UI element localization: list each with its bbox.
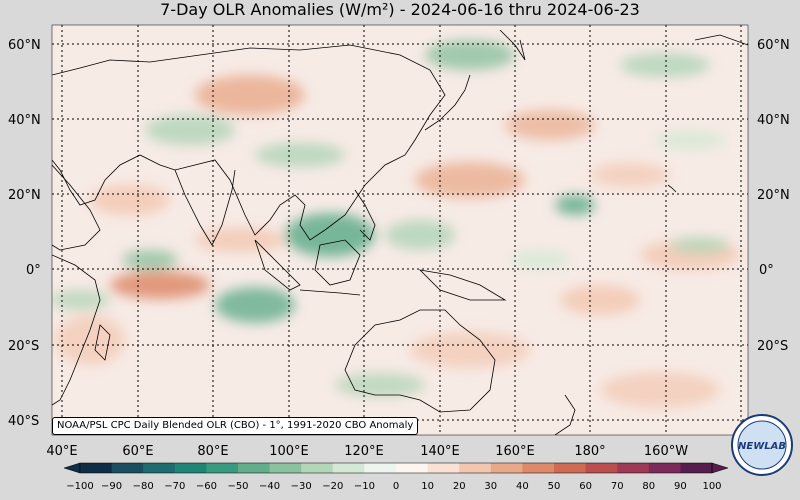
lat-label: 20°N xyxy=(8,188,41,203)
lon-label: 100°E xyxy=(269,444,309,459)
colorbar-tick-label: −70 xyxy=(164,481,185,492)
graticule xyxy=(52,25,748,435)
colorbar-bin xyxy=(396,463,429,473)
lat-label: 60°N xyxy=(757,38,790,53)
lat-label: 20°S xyxy=(8,339,39,354)
colorbar-bin xyxy=(238,463,271,473)
lat-label: 60°N xyxy=(8,38,41,53)
colorbar-bin xyxy=(648,463,681,473)
lat-label: 40°N xyxy=(757,113,790,128)
map-frame xyxy=(51,24,749,436)
lon-label: 160°E xyxy=(495,444,535,459)
lat-label: 20°N xyxy=(757,188,790,203)
colorbar-min-arrow xyxy=(63,462,81,474)
colorbar-bin xyxy=(522,463,555,473)
colorbar-bin xyxy=(554,463,587,473)
colorbar-tick-label: 60 xyxy=(579,481,592,492)
lon-label: 80°E xyxy=(197,444,228,459)
coastlines xyxy=(52,29,748,435)
map-area xyxy=(52,25,748,435)
colorbar-bin xyxy=(490,463,523,473)
lon-labels: 40°E 60°E 80°E 100°E 120°E 140°E 160°E 1… xyxy=(46,444,749,459)
colorbar: −100 −90 −80 −70 −60 −50 −40 −30 −20 −10 0 10 20 30 40… xyxy=(63,462,729,492)
colorbar-tick-label: 100 xyxy=(702,481,721,492)
colorbar-bin xyxy=(585,463,618,473)
colorbar-bin xyxy=(111,463,144,473)
colorbar-bin xyxy=(680,463,713,473)
lat-labels-right: 60°N 40°N 20°N 0° 20°S xyxy=(757,38,790,354)
colorbar-bin xyxy=(364,463,397,473)
colorbar-tick-label: 30 xyxy=(484,481,497,492)
colorbar-max-arrow xyxy=(711,462,729,474)
colorbar-bin xyxy=(143,463,176,473)
colorbar-bin xyxy=(206,463,239,473)
lat-label: 0° xyxy=(26,263,41,278)
colorbar-tick-label: −60 xyxy=(196,481,217,492)
logo-text: NEWLAB xyxy=(738,441,786,452)
colorbar-bin xyxy=(301,463,334,473)
colorbar-border xyxy=(79,462,713,474)
lon-label: 160°W xyxy=(644,444,688,459)
colorbar-tick-label: −100 xyxy=(66,481,93,492)
lon-label: 180° xyxy=(574,444,605,459)
colorbar-bin xyxy=(427,463,460,473)
data-credit: NOAA/PSL CPC Daily Blended OLR (CBO) - 1… xyxy=(52,417,419,435)
lat-label: 20°S xyxy=(757,339,788,354)
colorbar-tick-label: −30 xyxy=(291,481,312,492)
logo-globe-icon xyxy=(737,420,787,470)
colorbar-tick-label: −10 xyxy=(354,481,375,492)
colorbar-tick-label: 50 xyxy=(548,481,561,492)
colorbar-tick-label: 70 xyxy=(611,481,624,492)
lon-label: 40°E xyxy=(46,444,77,459)
lon-label: 140°E xyxy=(420,444,460,459)
colorbar-bin xyxy=(174,463,207,473)
lab-logo: NEWLAB xyxy=(731,414,793,476)
colorbar-bin xyxy=(269,463,302,473)
colorbar-tick-label: 90 xyxy=(674,481,687,492)
colorbar-bin xyxy=(617,463,650,473)
colorbar-tick-label: −40 xyxy=(259,481,280,492)
colorbar-tick-label: 20 xyxy=(453,481,466,492)
colorbar-tick-label: −90 xyxy=(101,481,122,492)
anomaly-field xyxy=(52,40,740,408)
colorbar-tick-label: 0 xyxy=(393,481,399,492)
colorbar-tick-label: −50 xyxy=(227,481,248,492)
colorbar-bin xyxy=(80,463,113,473)
colorbar-tick-label: 80 xyxy=(642,481,655,492)
colorbar-bin xyxy=(459,463,492,473)
lat-labels-left: 60°N 40°N 20°N 0° 20°S 40°S xyxy=(8,38,41,429)
colorbar-tick-label: 40 xyxy=(516,481,529,492)
lat-label: 40°N xyxy=(8,113,41,128)
lat-label: 40°S xyxy=(8,414,39,429)
lon-label: 60°E xyxy=(122,444,153,459)
lon-label: 120°E xyxy=(344,444,384,459)
map-title: 7-Day OLR Anomalies (W/m²) - 2024-06-16 … xyxy=(160,0,640,19)
colorbar-tick-label: 10 xyxy=(421,481,434,492)
lat-label: 0° xyxy=(759,263,774,278)
colorbar-bin xyxy=(332,463,365,473)
colorbar-tick-label: −20 xyxy=(322,481,343,492)
colorbar-tick-label: −80 xyxy=(133,481,154,492)
